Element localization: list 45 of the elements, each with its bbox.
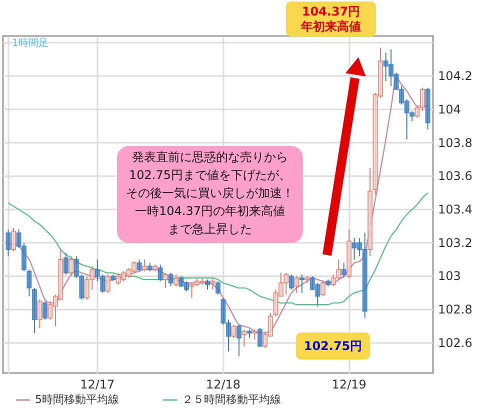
y-tick-label: 103 xyxy=(438,269,461,284)
candlestick xyxy=(299,274,304,294)
candlestick xyxy=(42,300,48,320)
candlestick xyxy=(341,262,346,278)
annotation: 1時間足 xyxy=(12,37,48,49)
x-tick-label: 12/19 xyxy=(332,378,366,392)
candlestick xyxy=(136,259,142,272)
candlestick xyxy=(236,324,242,357)
candlestick xyxy=(168,272,174,287)
y-tick-label: 103.6 xyxy=(438,169,472,184)
candlestick xyxy=(158,264,163,282)
candlestick xyxy=(210,277,216,290)
annotation: 発表直前に思惑的な売りから102.75円まで値を下げたが、その後一気に買い戻しが加速！一時104.37円の年初来高値まで急上昇した xyxy=(126,150,294,236)
legend-label: ２５時間移動平均線 xyxy=(182,393,281,406)
text: 104.37円年初来高値 xyxy=(300,4,361,34)
candlestick xyxy=(242,329,247,347)
candlestick xyxy=(68,256,74,277)
candlestick xyxy=(288,274,294,290)
candlestick xyxy=(320,280,326,297)
y-tick-label: 103.8 xyxy=(438,136,472,150)
candlestick xyxy=(10,227,16,252)
annotation: 102.75円 xyxy=(304,339,362,353)
candlestick xyxy=(231,324,236,338)
y-tick-label: 103.4 xyxy=(438,202,472,217)
candlestick xyxy=(252,329,258,340)
candlestick xyxy=(105,274,110,294)
y-tick-label: 103.2 xyxy=(438,236,472,250)
x-tick-label: 12/18 xyxy=(206,378,241,392)
candlestick xyxy=(163,272,168,288)
y-tick-label: 102.6 xyxy=(438,336,472,350)
candlestick xyxy=(26,269,32,297)
x-tick-label: 12/17 xyxy=(80,378,115,392)
candlestick xyxy=(205,279,210,290)
candlestick xyxy=(63,252,68,276)
candlestick xyxy=(257,327,262,347)
candlestick xyxy=(174,274,179,287)
candlestick xyxy=(6,229,11,257)
y-tick-label: 104.2 xyxy=(438,69,472,84)
candlestick xyxy=(37,299,42,328)
candlestick xyxy=(142,259,148,272)
y-tick-label: 104 xyxy=(438,102,461,116)
candlestick xyxy=(216,280,220,296)
y-tick-label: 102.8 xyxy=(438,302,472,317)
candlestick xyxy=(294,276,300,294)
legend-label: 5時間移動平均線 xyxy=(35,393,119,406)
